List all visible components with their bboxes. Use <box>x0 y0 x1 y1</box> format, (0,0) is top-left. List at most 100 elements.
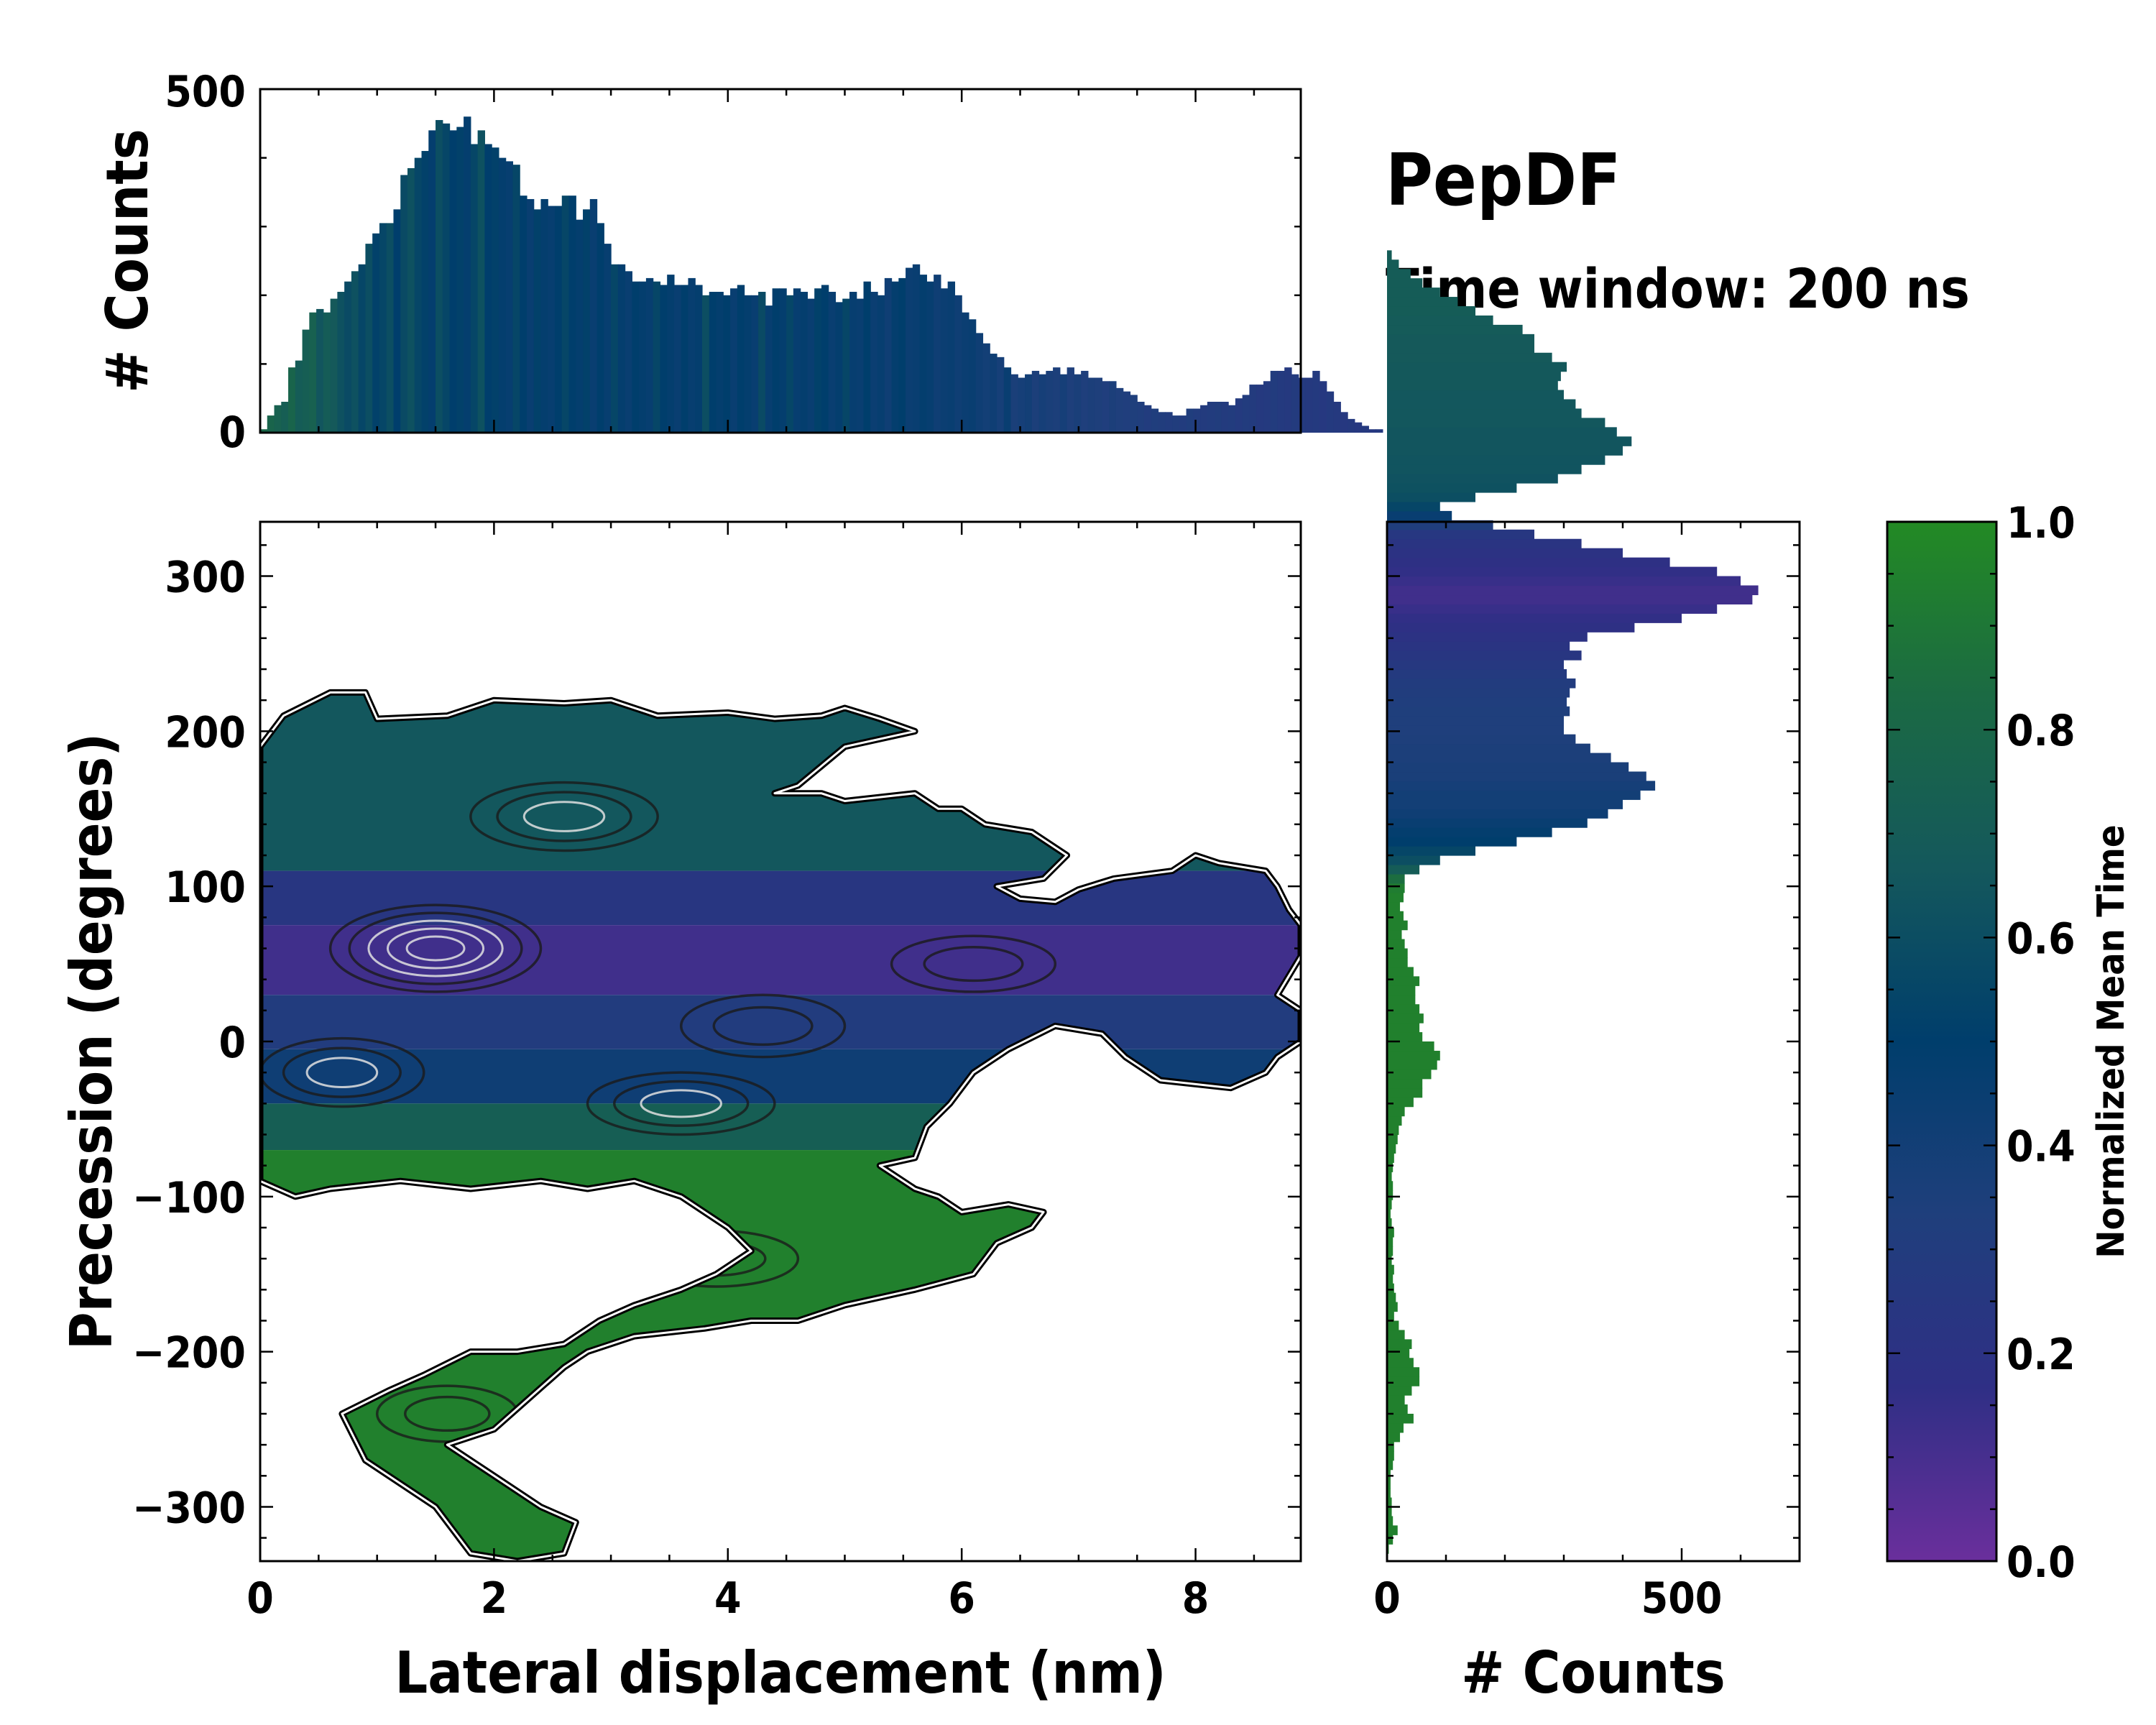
right-histogram-bar <box>1387 1516 1393 1526</box>
right-histogram-bar <box>1387 864 1420 875</box>
right-histogram-bar <box>1387 929 1402 940</box>
top-histogram-bar <box>919 275 927 433</box>
right-histogram-bar <box>1387 901 1401 912</box>
top-histogram-bar <box>554 206 563 433</box>
top-histogram-bar <box>934 275 941 433</box>
top-histogram-bar <box>617 264 626 433</box>
right-histogram-bar <box>1387 1330 1405 1340</box>
map-band <box>260 1150 1301 1561</box>
top-histogram-bar <box>456 126 464 433</box>
right-histogram-bar <box>1387 1506 1392 1517</box>
colorbar-tick-label: 1.0 <box>2007 498 2076 548</box>
top-histogram-bar <box>751 295 759 433</box>
top-histogram-bar <box>1003 367 1012 433</box>
right-histogram-bar <box>1387 715 1564 726</box>
top-histogram-bar <box>814 288 822 433</box>
top-histogram-bar <box>695 285 703 433</box>
right-histogram-bar <box>1387 1209 1391 1219</box>
top-histogram-bar <box>1018 377 1026 433</box>
top-histogram-bar <box>940 288 949 433</box>
top-histogram-bar <box>1067 367 1074 433</box>
top-histogram-bar <box>393 209 401 433</box>
right-histogram-bar <box>1387 492 1475 502</box>
right-histogram-bar <box>1387 362 1567 372</box>
right-histogram-bar <box>1387 1255 1392 1266</box>
top-histogram-bar <box>688 277 696 433</box>
top-histogram-bar <box>400 175 408 433</box>
top-histogram-bar <box>982 343 990 433</box>
right-histogram-bar <box>1387 510 1452 521</box>
top-histogram-bar <box>1263 381 1271 433</box>
right-x-axis-title: # Counts <box>1461 1639 1725 1706</box>
top-histogram-bar <box>589 198 598 433</box>
top-histogram-bar <box>1305 377 1313 433</box>
top-histogram-bar <box>323 312 331 433</box>
right-histogram-bar <box>1387 418 1606 428</box>
top-histogram-bar <box>1038 374 1046 433</box>
right-histogram-bar <box>1387 734 1576 745</box>
right-histogram-bar <box>1387 427 1617 437</box>
right-histogram-bar <box>1387 781 1656 791</box>
right-histogram-bar <box>1387 1041 1434 1052</box>
top-histogram-bar <box>1165 412 1173 433</box>
right-histogram-bar <box>1387 1106 1405 1117</box>
top-histogram-bar <box>744 295 752 433</box>
top-histogram-bar <box>849 292 857 433</box>
right-histogram-bar <box>1387 1450 1394 1461</box>
right-histogram-bar <box>1387 911 1404 921</box>
top-histogram-bar <box>421 151 429 433</box>
right-histogram-bar <box>1387 343 1534 354</box>
right-histogram-bar <box>1387 613 1682 623</box>
right-histogram-bar <box>1387 529 1534 540</box>
right-histogram-bar <box>1387 604 1718 614</box>
main-y-tick-labels: 300 200 100 0 −100 −200 −300 <box>132 553 246 1534</box>
top-histogram-bar <box>807 298 815 433</box>
top-histogram-bar <box>793 288 801 433</box>
top-histogram-bars <box>260 116 1383 433</box>
right-histogram-bar <box>1387 1153 1394 1163</box>
right-histogram-bar <box>1387 687 1570 698</box>
top-histogram-bar <box>309 312 317 433</box>
top-histogram-bar <box>505 161 514 433</box>
top-histogram-bar <box>1025 374 1033 433</box>
top-histogram-bar <box>526 198 535 433</box>
colorbar-tick-label: 0.8 <box>2007 706 2076 756</box>
right-histogram-bar <box>1387 1386 1412 1396</box>
top-histogram-bar <box>260 429 268 433</box>
top-histogram-bar <box>912 264 921 433</box>
right-histogram-bar <box>1387 483 1517 493</box>
right-histogram-bar <box>1387 1422 1404 1433</box>
top-histogram-bar <box>344 281 352 433</box>
right-histogram-bar <box>1387 827 1552 837</box>
top-histogram-bar <box>583 209 591 433</box>
right-histogram-bar <box>1387 334 1534 344</box>
right-histogram-bar <box>1387 1087 1423 1098</box>
top-y-axis-title: # Counts <box>94 129 161 392</box>
right-histogram-bar <box>1387 399 1576 410</box>
top-histogram-bar <box>645 277 654 433</box>
density-contour <box>469 781 659 852</box>
top-histogram-bar <box>1348 418 1355 433</box>
density-contour <box>403 1395 491 1432</box>
top-histogram-bar <box>372 233 380 433</box>
right-histogram-bar <box>1387 622 1635 632</box>
right-histogram-bar <box>1387 892 1404 903</box>
density-contour <box>496 791 632 842</box>
right-histogram-bar <box>1387 306 1475 316</box>
main-map-frame <box>259 520 1302 1563</box>
top-histogram-bar <box>576 219 584 433</box>
top-histogram-bar <box>1312 370 1320 433</box>
right-histogram-bar <box>1387 967 1414 977</box>
right-histogram-bar <box>1387 455 1606 465</box>
top-y-tick-label-500: 500 <box>165 67 246 117</box>
top-histogram-bar <box>1143 405 1152 433</box>
top-histogram-bar <box>730 288 738 433</box>
top-histogram-bar <box>1186 408 1194 433</box>
right-histogram-bar <box>1387 1460 1393 1471</box>
right-histogram-bar <box>1387 1125 1399 1136</box>
top-histogram-bar <box>1158 412 1166 433</box>
top-histogram-bar <box>842 298 850 433</box>
right-histogram-bar <box>1387 873 1405 884</box>
right-histogram-bar <box>1387 297 1458 307</box>
top-histogram-bar <box>660 285 668 433</box>
